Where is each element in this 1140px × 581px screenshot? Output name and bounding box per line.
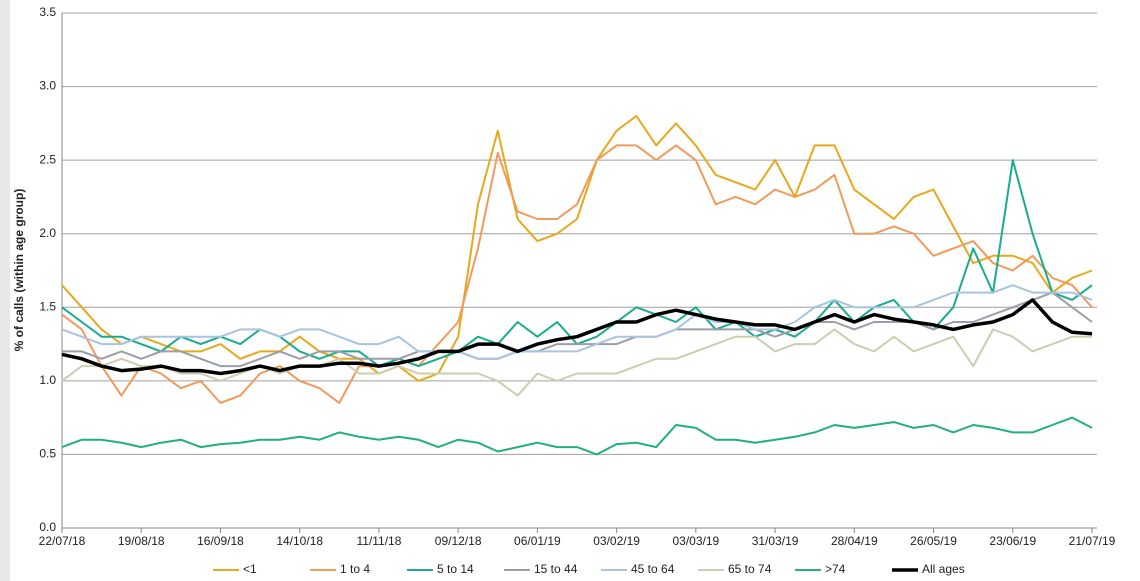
y-tick-label: 1.0 (39, 373, 56, 387)
y-tick-label: 3.0 (39, 79, 56, 93)
series-line (61, 284, 1093, 360)
side-strip (0, 0, 10, 581)
x-tick-label: 14/10/18 (276, 534, 323, 548)
legend-label: 1 to 4 (340, 562, 370, 576)
x-tick-label: 22/07/18 (39, 534, 86, 548)
legend-label: 15 to 44 (534, 562, 578, 576)
x-tick-label: 21/07/19 (1069, 534, 1116, 548)
series-line (62, 291, 1093, 368)
x-tick-label: 03/03/19 (672, 534, 719, 548)
x-tick-label: 16/09/18 (197, 534, 244, 548)
series-line (61, 298, 1093, 376)
y-tick-label: 2.5 (39, 152, 56, 166)
x-tick-label: 03/02/19 (593, 534, 640, 548)
y-tick-label: 1.5 (39, 299, 56, 313)
y-tick-label: 0.0 (39, 520, 56, 534)
x-tick-label: 09/12/18 (435, 534, 482, 548)
legend-label: 45 to 64 (631, 562, 675, 576)
legend-label: <1 (243, 562, 257, 576)
y-axis-label: % of calls (within age group) (12, 189, 26, 352)
x-tick-label: 26/05/19 (910, 534, 957, 548)
series-line (61, 328, 1092, 397)
legend-label: All ages (922, 562, 965, 576)
legend-label: 65 to 74 (728, 562, 772, 576)
series-line (61, 115, 1093, 382)
legend-label: 5 to 14 (437, 562, 474, 576)
x-tick-label: 23/06/19 (989, 534, 1036, 548)
y-tick-label: 2.0 (39, 226, 56, 240)
legend-label: >74 (825, 562, 846, 576)
x-tick-label: 28/04/19 (831, 534, 878, 548)
x-tick-label: 19/08/18 (118, 534, 165, 548)
x-tick-label: 06/01/19 (514, 534, 561, 548)
y-tick-label: 0.5 (39, 447, 56, 461)
x-tick-label: 31/03/19 (752, 534, 799, 548)
x-tick-label: 11/11/18 (356, 534, 401, 548)
series-line (61, 144, 1093, 404)
y-tick-label: 3.5 (39, 5, 56, 19)
series-line (61, 416, 1093, 456)
